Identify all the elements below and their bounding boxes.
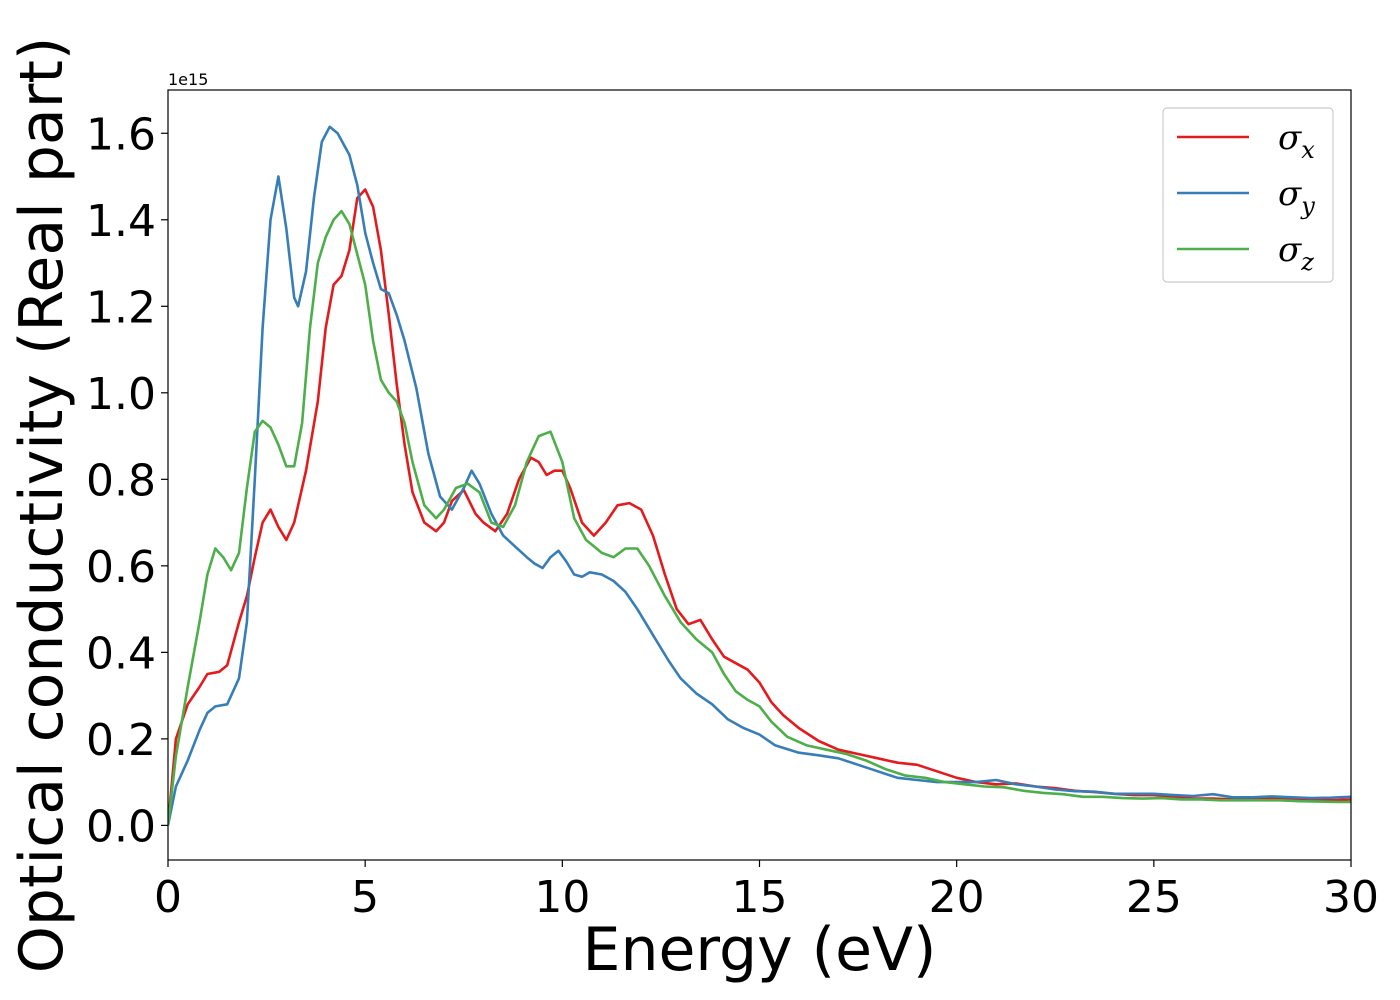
legend-label-x: σx	[1278, 118, 1315, 164]
x-tick-label: 15	[732, 872, 788, 923]
series-line-z	[168, 209, 1351, 826]
legend: σx σy σz	[1162, 107, 1334, 283]
y-tick-label: 0.2	[86, 715, 156, 766]
y-tick-label: 0.8	[86, 455, 156, 506]
x-tick-label: 25	[1126, 872, 1182, 923]
y-tick-label: 1.4	[86, 196, 156, 247]
series-line-y	[168, 125, 1351, 826]
y-tick-label: 0.0	[86, 801, 156, 852]
y-axis-label: Optical conductivity (Real part)	[7, 37, 77, 974]
legend-label-y: σy	[1278, 174, 1315, 220]
x-tick-label: 10	[534, 872, 590, 923]
y-tick-label: 0.4	[86, 628, 156, 679]
y-tick-label: 0.6	[86, 542, 156, 593]
y-offset-label: 1e15	[168, 70, 208, 89]
legend-label-z: σz	[1278, 230, 1314, 276]
x-tick-label: 5	[351, 872, 379, 923]
y-tick-label: 1.2	[86, 282, 156, 333]
x-tick-label: 30	[1323, 872, 1379, 923]
x-axis-label: Energy (eV)	[583, 915, 937, 985]
series-layer	[168, 125, 1351, 826]
x-tick-label: 0	[154, 872, 182, 923]
series-line-x	[168, 188, 1351, 826]
x-tick-label: 20	[929, 872, 985, 923]
legend-box	[1162, 107, 1334, 283]
ticks-layer: 0 5 10 15 20 25 30 0.0 0.2 0.4 0.6 0.8 1.0 1.2 1.4 1.6	[86, 109, 1379, 923]
y-tick-label: 1.0	[86, 369, 156, 420]
y-tick-label: 1.6	[86, 109, 156, 160]
